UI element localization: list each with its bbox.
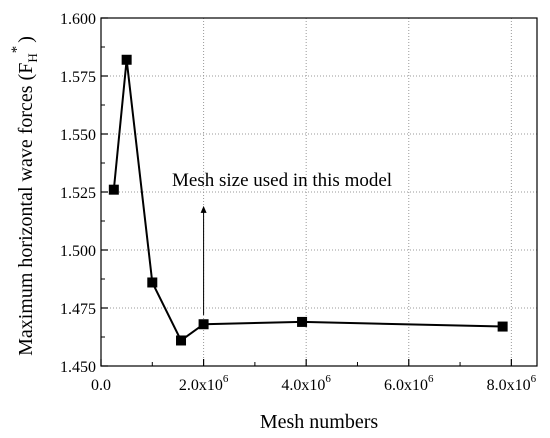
y-axis-label-sub: H <box>25 53 40 62</box>
x-tick-label: 4.0x106 <box>281 373 331 394</box>
x-axis-label: Mesh numbers <box>260 411 379 433</box>
x-tick-label: 0.0 <box>91 377 111 394</box>
x-tick-label: 6.0x106 <box>384 373 434 394</box>
annotation-label: Mesh size used in this model <box>172 170 392 191</box>
y-tick-label: 1.450 <box>60 359 96 376</box>
y-tick-label: 1.500 <box>60 243 96 260</box>
grid <box>101 18 537 366</box>
y-tick-label: 1.600 <box>60 11 96 28</box>
plot-frame <box>100 17 538 367</box>
y-axis-label: Maximum horizontal wave forces (FH*) <box>9 36 40 356</box>
y-axis-label-main: Maximum horizontal wave forces (F <box>15 63 37 356</box>
data-point <box>297 316 308 327</box>
series <box>108 54 508 346</box>
axis-ticks: 0.0 2.0x106 4.0x106 6.0x106 8.0x106 1.450 1.47… <box>60 11 537 394</box>
data-point <box>198 319 209 330</box>
y-axis-label-close: ) <box>15 36 37 43</box>
data-point <box>121 54 132 65</box>
data-point <box>497 321 508 332</box>
y-tick-label: 1.475 <box>60 301 96 318</box>
y-tick-label: 1.550 <box>60 127 96 144</box>
annotation-arrowhead <box>200 205 207 213</box>
data-point <box>108 184 119 195</box>
annotation: Mesh size used in this model <box>172 170 392 315</box>
series-line <box>112 59 503 342</box>
x-tick-label: 8.0x106 <box>487 373 537 394</box>
y-tick-label: 1.525 <box>60 185 96 202</box>
data-point <box>147 277 158 288</box>
y-tick-label: 1.575 <box>60 69 96 86</box>
y-axis-label-sup: * <box>9 46 25 54</box>
x-tick-label: 2.0x106 <box>179 373 229 394</box>
data-point <box>176 335 187 346</box>
